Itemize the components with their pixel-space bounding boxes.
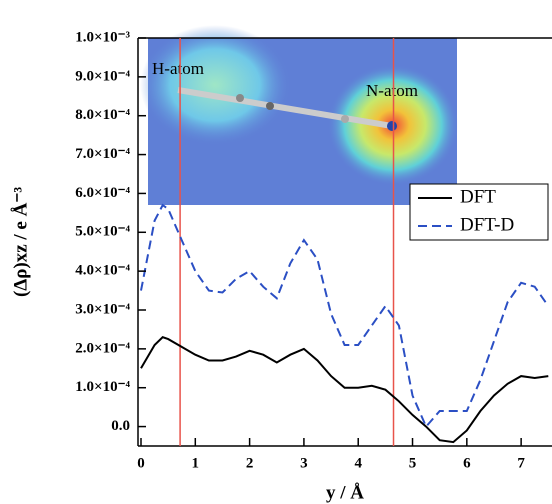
atom bbox=[341, 115, 349, 123]
y-tick-label: 7.0×10⁻⁴ bbox=[75, 146, 130, 162]
x-tick-label: 6 bbox=[463, 455, 471, 471]
y-tick-label: 8.0×10⁻⁴ bbox=[75, 107, 130, 123]
y-tick-label: 2.0×10⁻⁴ bbox=[75, 340, 130, 356]
x-tick-label: 7 bbox=[517, 455, 525, 471]
y-tick-label: 1.0×10⁻⁴ bbox=[75, 379, 130, 395]
x-tick-label: 2 bbox=[246, 455, 254, 471]
x-tick-label: 1 bbox=[192, 455, 200, 471]
y-tick-label: 1.0×10⁻³ bbox=[75, 29, 130, 45]
x-tick-label: 4 bbox=[354, 455, 362, 471]
molecule bbox=[177, 87, 393, 129]
y-tick-label: 5.0×10⁻⁴ bbox=[75, 224, 130, 240]
y-tick-label: 3.0×10⁻⁴ bbox=[75, 301, 130, 317]
inset: H-atom N-atom bbox=[140, 25, 458, 205]
y-tick-label: 9.0×10⁻⁴ bbox=[75, 68, 130, 84]
inset-label: N-atom bbox=[366, 81, 418, 100]
x-tick-label: 5 bbox=[409, 455, 417, 471]
density-h bbox=[140, 25, 290, 145]
y-tick-label: 6.0×10⁻⁴ bbox=[75, 185, 130, 201]
y-axis-label: (Δρ)xz / e Å⁻³ bbox=[10, 187, 31, 297]
legend-label: DFT-D bbox=[460, 214, 514, 235]
series-line bbox=[140, 203, 550, 429]
x-tick-label: 3 bbox=[300, 455, 308, 471]
y-tick-label: 4.0×10⁻⁴ bbox=[75, 263, 130, 279]
x-axis-label: y / Å bbox=[326, 482, 364, 503]
atom bbox=[387, 121, 397, 131]
plot-area bbox=[140, 38, 550, 446]
legend-box bbox=[409, 183, 549, 241]
inset-label: H-atom bbox=[152, 59, 204, 78]
x-tick-label: 0 bbox=[137, 455, 145, 471]
atom bbox=[236, 94, 244, 102]
y-tick-label: 0.0 bbox=[111, 418, 130, 434]
series-line bbox=[140, 336, 549, 444]
legend-label: DFT bbox=[460, 186, 496, 207]
atom bbox=[266, 102, 274, 110]
